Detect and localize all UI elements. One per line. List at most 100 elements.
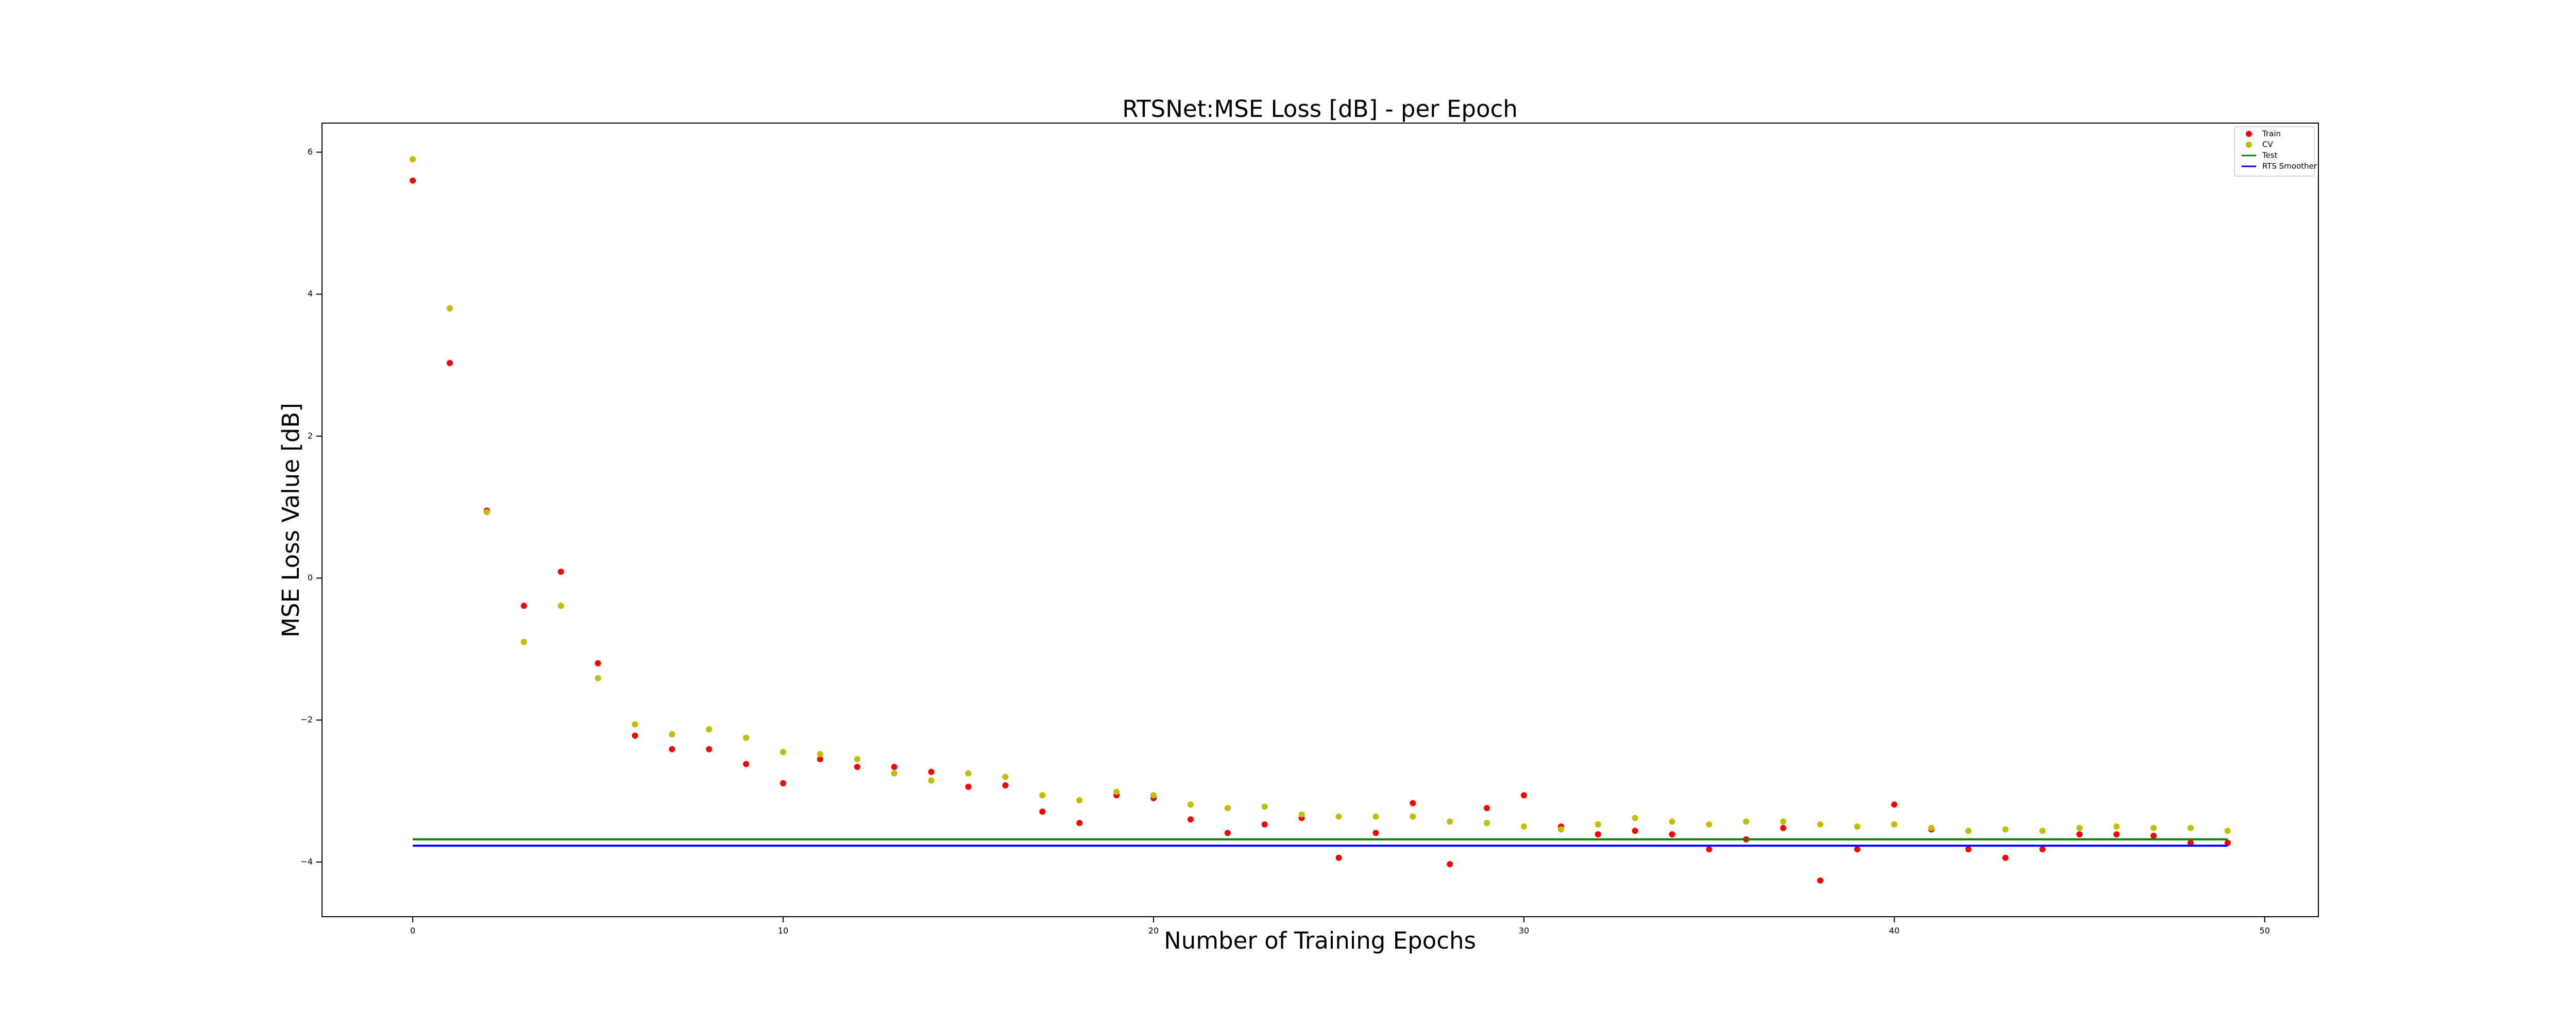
data-point <box>1854 823 1860 830</box>
data-point <box>1298 811 1305 818</box>
data-point <box>520 639 527 645</box>
data-point <box>1817 877 1824 884</box>
data-point <box>1520 792 1527 799</box>
data-point <box>1965 846 1972 853</box>
data-point <box>2150 825 2157 831</box>
data-point <box>1113 788 1120 795</box>
data-point <box>2039 828 2046 834</box>
data-point <box>1410 813 1416 820</box>
data-point <box>1891 801 1897 808</box>
y-tick-label: −2 <box>300 715 313 725</box>
data-point <box>1150 792 1157 799</box>
data-point <box>1854 846 1860 853</box>
data-point <box>447 359 453 366</box>
data-point <box>1261 803 1268 810</box>
x-axis-label: Number of Training Epochs <box>1164 927 1476 954</box>
data-point <box>854 756 860 763</box>
data-point <box>595 675 601 681</box>
y-tick-label: 4 <box>308 289 313 299</box>
data-point <box>1965 828 1972 834</box>
data-point <box>595 660 601 666</box>
legend-label: Test <box>2262 151 2278 160</box>
y-tick-label: −4 <box>300 856 313 866</box>
data-point <box>1002 774 1009 780</box>
data-point <box>891 764 897 770</box>
data-point <box>1410 800 1416 806</box>
data-point <box>706 726 713 733</box>
data-point <box>410 156 416 163</box>
data-point <box>1484 805 1490 812</box>
data-point <box>1187 801 1194 808</box>
data-point <box>1780 825 1787 831</box>
data-point <box>1520 823 1527 830</box>
data-point <box>632 721 638 728</box>
x-tick-label: 30 <box>1519 926 1529 936</box>
legend-swatch <box>2246 142 2252 148</box>
data-point <box>2002 826 2009 833</box>
data-point <box>1557 826 1564 833</box>
data-point <box>1780 818 1787 825</box>
data-point <box>1002 782 1009 789</box>
data-point <box>1595 821 1601 828</box>
y-tick-label: 2 <box>308 431 313 440</box>
data-point <box>2113 831 2120 838</box>
data-point <box>1039 792 1046 799</box>
data-point <box>743 761 750 767</box>
data-point <box>632 732 638 739</box>
data-point <box>743 734 750 741</box>
data-point <box>817 756 823 763</box>
data-point <box>1261 821 1268 828</box>
x-tick-label: 0 <box>410 926 415 936</box>
data-point <box>557 603 564 609</box>
data-point <box>1447 861 1453 868</box>
data-point <box>2150 832 2157 839</box>
data-point <box>2076 831 2083 838</box>
data-point <box>2002 854 2009 861</box>
data-point <box>2113 823 2120 830</box>
data-point <box>1632 815 1638 821</box>
data-point <box>854 764 860 770</box>
x-tick-label: 40 <box>1889 926 1900 936</box>
data-point <box>817 751 823 758</box>
data-point <box>1335 813 1342 820</box>
data-point <box>1928 825 1935 831</box>
data-point <box>1706 846 1713 853</box>
data-point <box>410 177 416 184</box>
y-tick-label: 6 <box>308 147 313 157</box>
data-point <box>1224 830 1231 836</box>
data-point <box>1039 809 1046 815</box>
data-point <box>891 770 897 777</box>
legend-label: Train <box>2262 129 2281 139</box>
legend-swatch <box>2246 131 2252 137</box>
data-point <box>1335 854 1342 861</box>
legend-label: RTS Smoother <box>2262 162 2317 171</box>
data-point <box>965 770 972 777</box>
data-point <box>2076 825 2083 831</box>
data-point <box>780 780 787 786</box>
data-point <box>928 777 935 784</box>
x-tick-label: 50 <box>2260 926 2270 936</box>
data-point <box>1372 830 1379 836</box>
data-point <box>1817 821 1824 828</box>
data-point <box>1224 805 1231 812</box>
x-tick-label: 10 <box>778 926 788 936</box>
data-point <box>1076 820 1083 827</box>
data-point <box>669 731 675 737</box>
data-point <box>780 749 787 756</box>
data-point <box>483 509 490 516</box>
legend-box <box>2234 126 2315 177</box>
data-point <box>1706 821 1713 828</box>
data-point <box>669 746 675 752</box>
y-axis-label: MSE Loss Value [dB] <box>277 403 304 638</box>
data-point <box>447 305 453 312</box>
data-point <box>928 768 935 775</box>
data-point <box>1595 831 1601 838</box>
data-point <box>2039 846 2046 853</box>
data-point <box>1187 816 1194 823</box>
data-point <box>1669 831 1675 838</box>
data-point <box>1632 828 1638 834</box>
data-point <box>1669 818 1675 825</box>
data-point <box>1743 818 1750 825</box>
data-point <box>706 746 713 752</box>
